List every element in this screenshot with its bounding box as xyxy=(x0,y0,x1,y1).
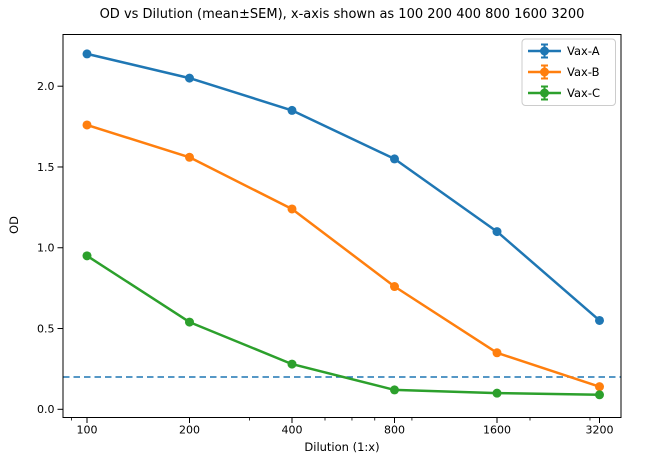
legend-entry-vax-c: Vax-C xyxy=(528,85,600,101)
data-point-marker xyxy=(492,348,502,358)
data-point-marker xyxy=(390,385,399,395)
data-point-marker xyxy=(82,49,92,59)
x-axis-label: Dilution (1:x) xyxy=(304,440,380,454)
data-point-marker xyxy=(595,390,604,400)
y-tick-label: 2.0 xyxy=(37,80,55,93)
series-line xyxy=(86,123,600,388)
legend-entry-vax-b: Vax-B xyxy=(528,64,600,80)
series-line xyxy=(86,254,600,397)
x-tick-label: 400 xyxy=(282,424,303,437)
chart-title: OD vs Dilution (mean±SEM), x-axis shown … xyxy=(99,7,585,22)
data-point-marker xyxy=(390,154,399,164)
data-point-marker xyxy=(185,152,194,162)
series-vax-a xyxy=(82,49,604,325)
legend: Vax-A Vax-B Vax-C xyxy=(521,38,616,106)
legend-label: Vax-A xyxy=(567,44,600,58)
legend-marker-icon xyxy=(540,67,549,77)
data-point-marker xyxy=(492,227,502,237)
y-tick-label: 0.5 xyxy=(37,322,55,335)
data-point-marker xyxy=(185,73,194,83)
legend-entry-vax-a: Vax-A xyxy=(528,43,600,59)
series-vax-c xyxy=(82,251,604,400)
data-point-marker xyxy=(287,204,297,214)
legend-marker-icon xyxy=(540,46,549,56)
x-tick-label: 3200 xyxy=(586,424,614,437)
x-tick-label: 800 xyxy=(384,424,405,437)
y-tick-label: 1.5 xyxy=(37,161,55,174)
data-point-marker xyxy=(492,388,502,398)
series-line xyxy=(86,52,601,322)
axes-spines xyxy=(62,34,622,418)
data-point-marker xyxy=(287,105,297,115)
x-tick-label: 100 xyxy=(77,424,98,437)
series-vax-b xyxy=(82,120,604,392)
data-point-marker xyxy=(82,120,92,130)
y-tick-label: 1.0 xyxy=(37,242,55,255)
legend-label: Vax-C xyxy=(567,86,600,100)
data-point-marker xyxy=(287,359,297,369)
x-tick-label: 200 xyxy=(179,424,200,437)
x-tick-label: 1600 xyxy=(483,424,511,437)
legend-marker-icon xyxy=(540,88,549,98)
data-point-marker xyxy=(185,317,194,327)
y-axis-label: OD xyxy=(7,216,21,234)
data-point-marker xyxy=(595,382,604,392)
data-point-marker xyxy=(595,315,604,325)
y-tick-label: 0.0 xyxy=(37,403,55,416)
data-point-marker xyxy=(390,282,399,292)
data-point-marker xyxy=(82,251,92,261)
legend-label: Vax-B xyxy=(567,65,600,79)
